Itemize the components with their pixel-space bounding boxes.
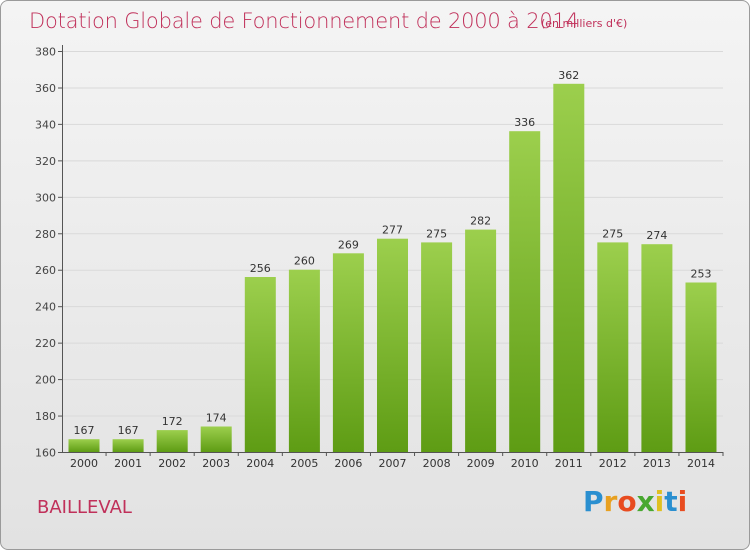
x-tick-label: 2004 (246, 457, 274, 470)
bar-value-label: 277 (382, 224, 403, 237)
y-tick-label: 160 (35, 447, 56, 460)
logo-letter: t (664, 485, 678, 518)
bar (685, 282, 717, 452)
bar-value-label: 282 (470, 215, 491, 228)
logo-letter: o (617, 485, 637, 518)
proxiti-logo: Proxiti (583, 485, 687, 518)
commune-name: BAILLEVAL (37, 497, 132, 518)
bar (112, 439, 144, 452)
bar (156, 430, 188, 452)
y-tick-label: 280 (35, 228, 56, 241)
bar-value-label: 275 (602, 227, 623, 240)
y-tick-label: 380 (35, 46, 56, 59)
bar-value-label: 275 (426, 227, 447, 240)
logo-letter: x (636, 485, 655, 518)
y-tick-label: 180 (35, 410, 56, 423)
bar (641, 244, 673, 452)
bar (509, 131, 541, 452)
x-tick-label: 2001 (114, 457, 142, 470)
bar-value-label: 260 (294, 255, 315, 268)
bar (553, 83, 585, 453)
bar (597, 242, 629, 452)
logo-letter: P (583, 485, 604, 518)
x-tick-label: 2007 (379, 457, 407, 470)
bar-value-label: 174 (206, 412, 227, 425)
x-tick-label: 2002 (158, 457, 186, 470)
logo-letter: i (654, 485, 665, 518)
x-tick-label: 2010 (511, 457, 539, 470)
x-tick-label: 2003 (202, 457, 230, 470)
bar (200, 426, 232, 452)
y-tick-label: 200 (35, 374, 56, 387)
y-tick-label: 300 (35, 191, 56, 204)
bar-value-label: 167 (74, 424, 95, 437)
bar-value-label: 336 (514, 116, 535, 129)
x-tick-label: 2014 (687, 457, 715, 470)
bar (244, 277, 276, 452)
y-tick-label: 260 (35, 264, 56, 277)
x-tick-label: 2013 (643, 457, 671, 470)
bar-value-label: 256 (250, 262, 271, 275)
x-tick-label: 2008 (423, 457, 451, 470)
logo-letter: r (603, 485, 618, 518)
bar-value-label: 362 (558, 69, 579, 82)
bar (421, 242, 453, 452)
bars: 167 167 172 174 256 260 269 277 275 282 336 362 275 2… (68, 69, 717, 453)
bar-value-label: 253 (691, 268, 712, 281)
bar-value-label: 269 (338, 238, 359, 251)
x-tick-label: 2009 (467, 457, 495, 470)
bar (465, 229, 497, 452)
logo-letter: i (677, 485, 688, 518)
x-tick-label: 2005 (290, 457, 318, 470)
bar (377, 238, 408, 452)
chart-title: Dotation Globale de Fonctionnement de 20… (29, 9, 579, 33)
chart-subtitle: (en milliers d'€) (541, 17, 628, 30)
bar (332, 253, 364, 452)
bar (68, 439, 100, 452)
bar (288, 269, 320, 452)
x-tick-label: 2012 (599, 457, 627, 470)
bar-value-label: 172 (162, 415, 183, 428)
y-tick-label: 320 (35, 155, 56, 168)
x-tick-label: 2011 (555, 457, 583, 470)
x-tick-label: 2006 (334, 457, 362, 470)
y-tick-label: 360 (35, 82, 56, 95)
y-tick-label: 240 (35, 301, 56, 314)
y-tick-label: 220 (35, 337, 56, 350)
y-tick-label: 340 (35, 118, 56, 131)
x-tick-label: 2000 (70, 457, 98, 470)
axes: 160 180 200 220 240 260 280 300 320 340 360 380 2000… (35, 45, 724, 470)
bar-value-label: 167 (118, 424, 139, 437)
bar-value-label: 274 (646, 229, 667, 242)
